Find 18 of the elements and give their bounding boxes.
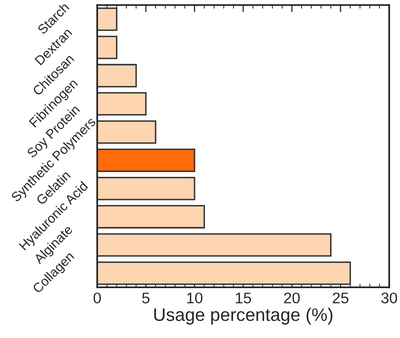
x-tick-label: 15 (236, 292, 252, 304)
x-tick-label: 20 (284, 292, 300, 304)
bar (97, 64, 137, 88)
x-tick-label: 30 (381, 292, 398, 304)
bar (97, 92, 147, 116)
bar (97, 36, 118, 60)
bar (97, 261, 351, 285)
bar (97, 176, 196, 200)
bar (97, 120, 156, 144)
bar (97, 7, 118, 31)
bar (97, 148, 196, 172)
x-tick-label: 10 (187, 292, 202, 304)
bar (97, 233, 332, 257)
x-tick-label: 0 (94, 292, 101, 304)
bar (97, 205, 205, 228)
x-axis-title: Usage percentage (%) (154, 308, 332, 325)
x-tick-label: 5 (142, 292, 150, 304)
x-tick-label: 25 (332, 292, 348, 304)
